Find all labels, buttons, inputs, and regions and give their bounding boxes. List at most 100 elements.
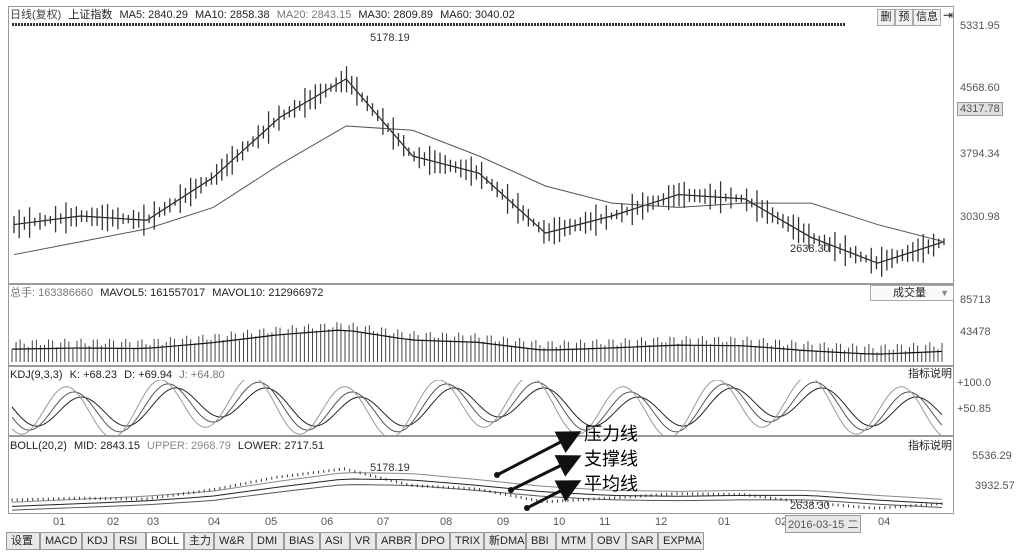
time-axis-label: 08 (440, 516, 453, 528)
boll-upper: UPPER: 2968.79 (147, 440, 231, 452)
tab-1[interactable]: MACD (40, 532, 82, 550)
collapse-icon[interactable]: ⇥ (943, 8, 954, 22)
kdj-panel (8, 366, 954, 436)
low-price-note: 2638.30 (790, 243, 830, 255)
time-axis-label: 04 (878, 516, 891, 528)
time-axis-label: 09 (497, 516, 510, 528)
time-axis-label: 11 (599, 516, 611, 528)
volume-axis-label: 43478 (960, 326, 991, 338)
ma60-label: MA60: 3040.02 (440, 9, 515, 21)
mavol-line (11, 329, 943, 355)
tab-16[interactable]: MTM (556, 532, 592, 550)
kdj-k: K: +68.23 (69, 369, 118, 381)
tab-12[interactable]: DPO (416, 532, 450, 550)
tab-15[interactable]: BBI (526, 532, 556, 550)
ma10-label: MA10: 2858.38 (195, 9, 270, 21)
time-axis-label: 02 (107, 516, 120, 528)
tab-11[interactable]: ARBR (376, 532, 416, 550)
boll-lower-band (11, 484, 943, 511)
time-axis-label: 04 (208, 516, 221, 528)
kdj-help-button[interactable]: 指标说明 (908, 368, 952, 380)
tab-6[interactable]: W&R (214, 532, 252, 550)
price-axis-label: 4317.78 (957, 102, 1003, 116)
volume-header: 总手: 163386660 MAVOL5: 161557017 MAVOL10:… (10, 287, 323, 299)
kdj-header: KDJ(9,3,3) K: +68.23 D: +69.94 J: +64.80 (10, 369, 225, 381)
boll-panel (8, 436, 954, 514)
average-arrow (526, 480, 582, 510)
kdj-label: KDJ(9,3,3) (10, 369, 63, 381)
volume-panel (8, 284, 954, 366)
preview-button[interactable]: 预 (895, 9, 913, 26)
ma20-label: MA20: 2843.15 (276, 9, 352, 21)
mavol5-label: MAVOL5: 161557017 (100, 287, 206, 299)
boll-help-button[interactable]: 指标说明 (908, 440, 952, 452)
header-row: 日线(复权) 上证指数 MA5: 2840.29 MA10: 2858.38 M… (10, 9, 515, 21)
tab-5[interactable]: 主力 (184, 532, 214, 550)
boll-low-note: 2638.30 (790, 500, 830, 512)
kdj-chart-svg (11, 380, 943, 435)
time-axis: 01 02 03 04 05 06 07 08 09 10 11 12 01 0… (8, 514, 954, 533)
pressure-arrow (496, 431, 582, 477)
time-axis-label: 01 (53, 516, 66, 528)
date-box: 2016-03-15 二 (785, 515, 862, 533)
price-axis-label: 3794.34 (960, 148, 1000, 160)
boll-header: BOLL(20,2) MID: 2843.15 UPPER: 2968.79 L… (10, 440, 324, 452)
volume-chart-svg (11, 322, 943, 362)
pressure-line-annotation: 压力线 (584, 424, 638, 444)
series-line-ma60 (13, 125, 945, 256)
tab-7[interactable]: DMI (252, 532, 284, 550)
tab-4[interactable]: BOLL (146, 532, 184, 550)
kdj-j: J: +64.80 (179, 369, 225, 381)
high-price-note: 5178.19 (370, 32, 410, 44)
boll-lower: LOWER: 2717.51 (237, 440, 325, 452)
kdj-line-d (11, 381, 943, 433)
tab-8[interactable]: BIAS (284, 532, 320, 550)
tab-13[interactable]: TRIX (450, 532, 484, 550)
tab-19[interactable]: EXPMA (658, 532, 704, 550)
volume-selector-value: 成交量 (893, 287, 926, 299)
price-axis-label: 4568.60 (960, 82, 1000, 94)
time-axis-label: 10 (553, 516, 566, 528)
delete-button[interactable]: 删 (877, 9, 895, 26)
tab-3[interactable]: RSI (114, 532, 146, 550)
support-line-annotation: 支撑线 (584, 449, 638, 469)
kdj-line-k (11, 387, 943, 427)
time-axis-label: 01 (718, 516, 731, 528)
tab-2[interactable]: KDJ (82, 532, 114, 550)
chart-period-title[interactable]: 日线(复权) (10, 9, 62, 21)
tab-10[interactable]: VR (350, 532, 376, 550)
volume-selector[interactable]: 成交量 ▼ (870, 285, 954, 301)
time-axis-label: 12 (655, 516, 668, 528)
boll-high-note: 5178.19 (370, 462, 410, 474)
boll-axis-label: 3932.57 (975, 480, 1015, 492)
boll-axis-label: 5536.29 (972, 450, 1012, 462)
time-axis-label: 07 (377, 516, 390, 528)
kdj-axis-label: +100.0 (957, 377, 991, 389)
price-chart-svg (13, 66, 945, 277)
price-axis-label: 5331.95 (960, 20, 1000, 32)
support-arrow (510, 455, 582, 492)
tab-0[interactable]: 设置 (6, 532, 40, 550)
boll-chart-svg (11, 467, 943, 511)
average-line-annotation: 平均线 (584, 474, 638, 494)
ma30-label: MA30: 2809.89 (358, 9, 434, 21)
tab-14[interactable]: 新DMA (484, 532, 526, 550)
kdj-axis-label: +50.85 (957, 403, 991, 415)
kdj-line-j (11, 380, 942, 435)
tab-9[interactable]: ASI (320, 532, 350, 550)
ma5-label: MA5: 2840.29 (119, 9, 188, 21)
boll-mid-band (11, 478, 943, 507)
price-axis-label: 3030.98 (960, 211, 1000, 223)
time-axis-label: 02 (775, 516, 788, 528)
volume-axis-label: 85713 (960, 294, 991, 306)
kdj-d: D: +69.94 (124, 369, 173, 381)
boll-label: BOLL(20,2) (10, 440, 67, 452)
time-axis-label: 06 (321, 516, 334, 528)
boll-upper-band (11, 472, 943, 503)
volume-total: 总手: 163386660 (10, 287, 94, 299)
tab-18[interactable]: SAR (626, 532, 658, 550)
header-underline (12, 23, 846, 26)
tab-17[interactable]: OBV (592, 532, 626, 550)
info-button[interactable]: 信息 (913, 9, 941, 26)
